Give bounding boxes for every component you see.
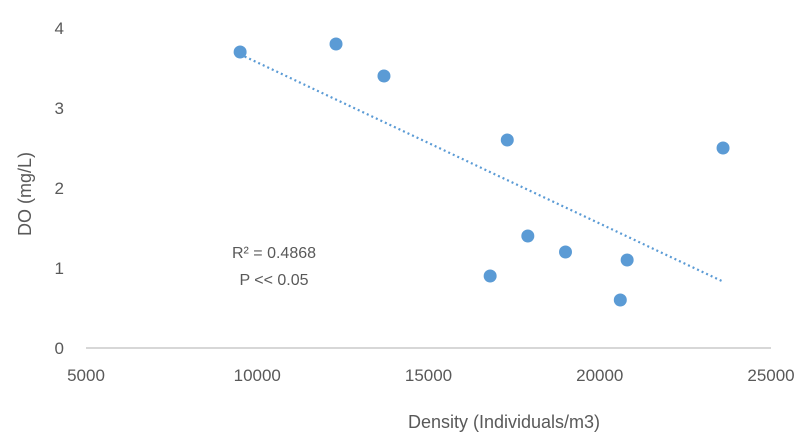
x-tick-label: 5000 <box>67 366 105 385</box>
x-tick-label: 15000 <box>405 366 452 385</box>
trendline-layer <box>239 53 724 283</box>
data-point <box>233 45 247 59</box>
p-value-annotation: P << 0.05 <box>239 272 308 289</box>
data-point <box>620 253 634 267</box>
data-point <box>329 37 343 51</box>
x-axis-title: Density (Individuals/m3) <box>408 412 600 432</box>
y-tick-label: 4 <box>55 19 64 38</box>
data-point <box>716 141 730 155</box>
y-tick-label: 0 <box>55 339 64 358</box>
trendline <box>239 53 724 283</box>
data-point <box>521 229 535 243</box>
x-tick-label: 20000 <box>576 366 623 385</box>
data-point <box>559 245 572 259</box>
data-point <box>500 133 514 147</box>
x-tick-label: 25000 <box>747 366 794 385</box>
r-squared-annotation: R² = 0.4868 <box>232 245 316 262</box>
data-points <box>233 37 730 307</box>
data-point <box>483 269 497 283</box>
data-point <box>613 293 627 307</box>
y-tick-label: 3 <box>55 99 64 118</box>
data-point <box>377 69 391 83</box>
y-tick-label: 1 <box>55 259 64 278</box>
y-tick-label: 2 <box>55 179 64 198</box>
y-axis-title: DO (mg/L) <box>15 152 35 236</box>
tick-labels: 5000 10000 15000 20000 25000 0 1 2 3 4 <box>55 19 795 385</box>
x-tick-label: 10000 <box>234 366 281 385</box>
